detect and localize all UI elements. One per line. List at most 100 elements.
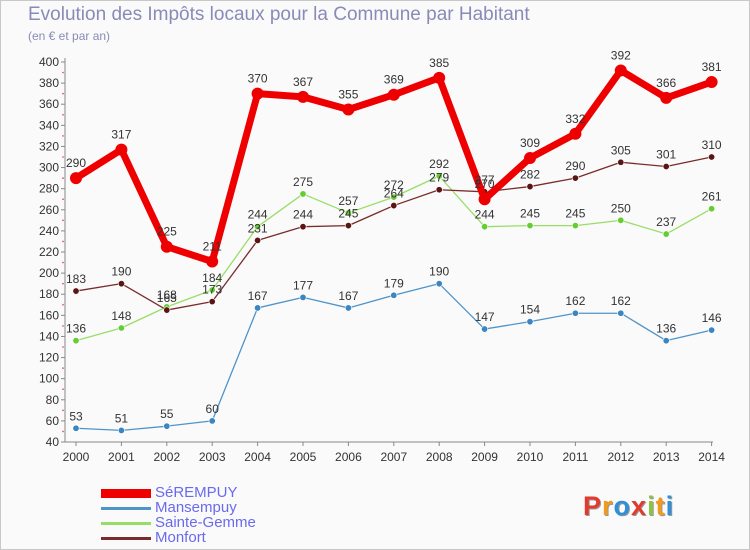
data-point-sainte-gemme <box>662 230 670 238</box>
legend-swatch <box>101 537 151 540</box>
x-tick-label: 2011 <box>562 450 588 464</box>
data-label-sainte-gemme: 245 <box>520 207 540 221</box>
data-point-monfort <box>72 287 80 295</box>
data-label-sainte-gemme: 292 <box>429 157 449 171</box>
x-tick-label: 2006 <box>335 450 362 464</box>
y-minor-tick <box>62 177 64 179</box>
data-point-monfort <box>708 153 716 161</box>
data-point-sainte-gemme <box>526 222 534 230</box>
data-point-sainte-gemme <box>481 223 489 231</box>
legend-item-s-rempuy: SéREMPUY <box>101 484 321 501</box>
y-tick-label: 300 <box>39 161 59 175</box>
x-tick-label: 2010 <box>517 450 544 464</box>
legend-swatch <box>101 507 151 510</box>
data-label-mansempuy: 162 <box>565 294 585 308</box>
data-point-monfort <box>117 280 125 288</box>
data-label-sainte-gemme: 136 <box>66 322 86 336</box>
y-tick-label: 180 <box>39 287 59 301</box>
data-label-monfort: 231 <box>248 221 268 235</box>
data-point-monfort <box>526 183 534 191</box>
data-point-mansempuy <box>208 417 216 425</box>
y-minor-tick <box>62 430 64 433</box>
data-point-s-rempuy <box>206 255 219 268</box>
y-minor-tick <box>62 198 64 201</box>
y-tick-label: 100 <box>39 372 59 386</box>
data-point-monfort <box>208 298 216 306</box>
data-point-mansempuy <box>163 422 171 430</box>
data-point-s-rempuy <box>297 90 309 103</box>
y-minor-tick <box>62 303 64 306</box>
data-label-mansempuy: 167 <box>248 289 268 303</box>
data-label-s-rempuy: 270 <box>475 177 495 191</box>
x-tick-label: 2008 <box>426 450 453 464</box>
data-point-sainte-gemme <box>390 193 398 201</box>
y-tick-label: 260 <box>39 203 59 217</box>
data-label-mansempuy: 177 <box>293 278 313 292</box>
data-label-s-rempuy: 381 <box>702 60 722 74</box>
data-point-mansempuy <box>481 325 489 333</box>
data-label-monfort: 264 <box>384 187 404 201</box>
y-minor-tick <box>62 92 64 95</box>
data-label-monfort: 245 <box>338 207 358 221</box>
data-label-s-rempuy: 309 <box>520 136 540 150</box>
x-tick-label: 2003 <box>199 450 226 464</box>
data-label-sainte-gemme: 184 <box>202 271 222 285</box>
data-label-sainte-gemme: 272 <box>384 178 404 192</box>
data-point-s-rempuy <box>70 172 82 185</box>
logo-letter: o <box>613 491 632 521</box>
data-point-s-rempuy <box>160 240 173 253</box>
y-tick-label: 120 <box>39 351 59 365</box>
data-label-sainte-gemme: 244 <box>475 208 495 222</box>
data-label-sainte-gemme: 250 <box>611 201 631 215</box>
logo-letter: P <box>583 491 603 521</box>
y-tick-label: 340 <box>39 118 59 132</box>
data-point-sainte-gemme <box>344 209 352 217</box>
data-label-s-rempuy: 370 <box>248 72 268 86</box>
logo-letter: x <box>631 491 648 521</box>
data-point-sainte-gemme <box>72 337 80 345</box>
chart-title: Evolution des Impôts locaux pour la Comm… <box>28 4 530 25</box>
data-point-mansempuy <box>617 309 625 317</box>
data-point-sainte-gemme <box>254 223 262 231</box>
data-label-monfort: 279 <box>429 171 449 185</box>
data-point-monfort <box>254 236 262 244</box>
data-point-s-rempuy <box>115 143 128 156</box>
y-tick-label: 140 <box>39 329 59 343</box>
data-point-mansempuy <box>117 426 125 434</box>
data-point-mansempuy <box>254 304 262 312</box>
data-point-mansempuy <box>526 318 534 326</box>
data-label-mansempuy: 154 <box>520 303 540 317</box>
data-label-mansempuy: 190 <box>429 265 449 279</box>
data-label-monfort: 310 <box>702 138 722 152</box>
data-point-mansempuy <box>571 309 579 317</box>
legend-label: Mansempuy <box>155 499 237 516</box>
y-minor-tick <box>62 156 64 158</box>
data-label-s-rempuy: 225 <box>157 225 177 239</box>
data-point-monfort <box>662 163 670 171</box>
y-tick-label: 360 <box>39 97 59 111</box>
data-point-s-rempuy <box>660 91 673 104</box>
data-point-monfort <box>617 158 625 166</box>
data-label-sainte-gemme: 275 <box>293 175 313 189</box>
data-point-mansempuy <box>662 337 670 345</box>
data-label-s-rempuy: 290 <box>66 156 86 170</box>
data-point-s-rempuy <box>614 64 627 77</box>
data-label-monfort: 305 <box>611 143 631 157</box>
logo-letter: i <box>665 491 675 521</box>
data-point-monfort <box>435 186 443 194</box>
data-point-mansempuy <box>435 280 443 288</box>
data-label-s-rempuy: 211 <box>203 240 222 254</box>
data-point-sainte-gemme <box>208 286 216 294</box>
data-point-sainte-gemme <box>435 172 443 180</box>
x-tick-label: 2005 <box>290 450 317 464</box>
data-label-sainte-gemme: 257 <box>338 194 358 208</box>
y-tick-label: 160 <box>39 308 59 322</box>
x-tick-label: 2001 <box>108 450 135 464</box>
data-label-s-rempuy: 385 <box>429 56 449 70</box>
data-point-mansempuy <box>72 424 80 432</box>
y-minor-tick <box>62 71 64 74</box>
legend: SéREMPUY Mansempuy Sainte-Gemme Monfort <box>101 484 321 546</box>
x-tick-label: 2004 <box>244 450 271 464</box>
